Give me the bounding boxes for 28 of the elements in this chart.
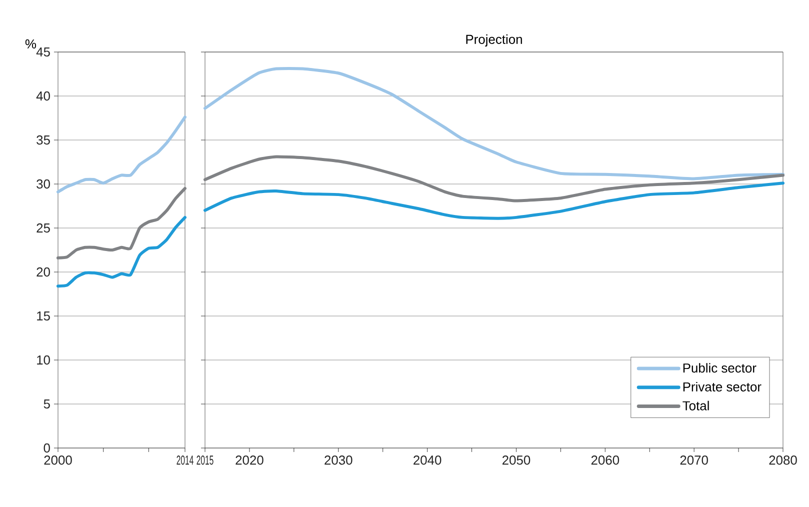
x-tick-label: 2080 [769,456,797,465]
x-tick-label: 2020 [236,456,264,465]
x-tick-label: 2000 [44,456,72,465]
x-tick-label: 2040 [414,456,442,465]
y-tick-label: 0 [44,443,50,453]
y-tick-label: 25 [36,223,50,233]
y-tick-label: 35 [36,135,50,145]
line-series [56,116,186,194]
x-tick-label: 2050 [502,456,530,465]
line-series [56,216,186,288]
legend-label: Total [682,400,709,410]
y-tick-label: 15 [37,311,50,321]
y-axis-title: % [25,39,36,48]
y-tick-label: 40 [36,91,50,101]
x-tick-label: 2015 [196,456,214,465]
y-tick-label: 5 [44,399,50,409]
x-tick-label: 2014 [176,456,194,465]
y-tick-label: 10 [37,355,50,365]
chart-title: Projection [466,34,522,47]
y-tick-label: 30 [36,179,50,189]
x-tick-label: 2030 [324,456,352,465]
x-tick-label: 2070 [680,456,708,465]
y-tick-label: 20 [36,267,50,277]
legend-label: Private sector [683,382,762,392]
y-tick-label: 45 [36,47,50,57]
line-series [56,186,186,260]
x-tick-label: 2060 [591,456,620,465]
legend-label: Public sector [683,363,756,373]
